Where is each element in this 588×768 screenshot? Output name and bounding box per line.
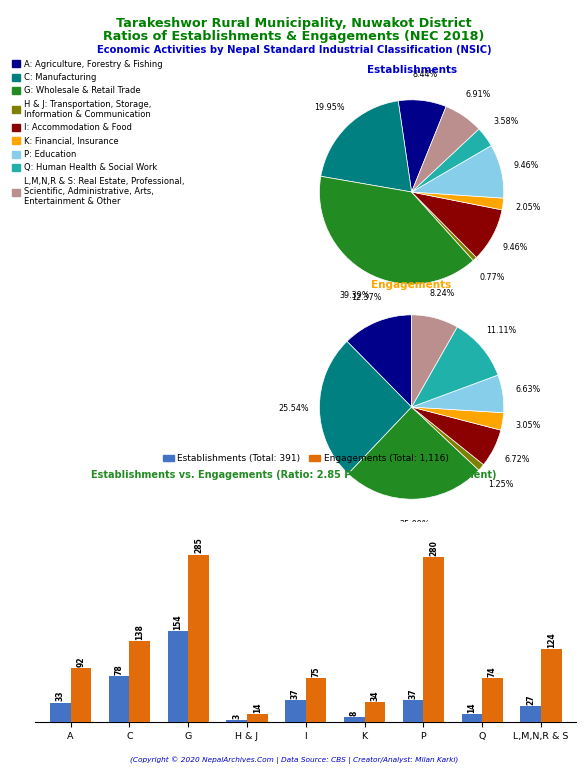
Text: 8: 8 bbox=[350, 710, 359, 716]
Text: 2.05%: 2.05% bbox=[516, 203, 542, 212]
Wedge shape bbox=[412, 129, 491, 192]
Wedge shape bbox=[412, 192, 503, 210]
Text: 75: 75 bbox=[312, 666, 320, 677]
Bar bbox=[423, 558, 444, 722]
Wedge shape bbox=[319, 341, 412, 474]
Wedge shape bbox=[412, 407, 503, 430]
Text: 154: 154 bbox=[173, 614, 182, 631]
Text: 34: 34 bbox=[370, 690, 379, 700]
Wedge shape bbox=[412, 375, 504, 412]
Bar bbox=[285, 700, 306, 722]
Text: 3.58%: 3.58% bbox=[493, 117, 519, 126]
Wedge shape bbox=[347, 315, 412, 407]
Text: 92: 92 bbox=[76, 656, 85, 667]
Text: 285: 285 bbox=[194, 538, 203, 554]
Text: 124: 124 bbox=[547, 632, 556, 648]
Text: 3: 3 bbox=[232, 713, 241, 719]
Text: 14: 14 bbox=[253, 702, 262, 713]
Text: 39.39%: 39.39% bbox=[339, 291, 370, 300]
Wedge shape bbox=[348, 407, 479, 499]
Wedge shape bbox=[412, 315, 457, 407]
Text: 138: 138 bbox=[135, 624, 144, 640]
Text: 74: 74 bbox=[488, 667, 497, 677]
Wedge shape bbox=[412, 146, 504, 198]
Text: 25.09%: 25.09% bbox=[400, 521, 430, 529]
Text: 25.54%: 25.54% bbox=[278, 403, 309, 412]
Text: 19.95%: 19.95% bbox=[314, 103, 345, 112]
Text: 33: 33 bbox=[56, 691, 65, 701]
Bar bbox=[129, 641, 150, 722]
Text: 12.37%: 12.37% bbox=[352, 293, 382, 303]
Wedge shape bbox=[398, 100, 446, 192]
Bar bbox=[462, 713, 482, 722]
Text: 37: 37 bbox=[291, 688, 300, 699]
Bar bbox=[71, 668, 91, 722]
Text: 9.46%: 9.46% bbox=[503, 243, 528, 252]
Bar bbox=[50, 703, 71, 722]
Wedge shape bbox=[412, 327, 498, 407]
Text: 0.77%: 0.77% bbox=[480, 273, 505, 283]
Text: 11.11%: 11.11% bbox=[486, 326, 517, 335]
Legend: Establishments (Total: 391), Engagements (Total: 1,116): Establishments (Total: 391), Engagements… bbox=[159, 451, 452, 467]
Bar bbox=[482, 678, 503, 722]
Bar bbox=[109, 676, 129, 722]
Bar bbox=[403, 700, 423, 722]
Bar bbox=[365, 702, 385, 722]
Bar bbox=[306, 678, 326, 722]
Bar bbox=[541, 649, 562, 722]
Text: 280: 280 bbox=[429, 541, 438, 556]
Wedge shape bbox=[412, 407, 501, 465]
Bar bbox=[344, 717, 365, 722]
Text: Ratios of Establishments & Engagements (NEC 2018): Ratios of Establishments & Engagements (… bbox=[103, 30, 485, 43]
Text: 37: 37 bbox=[409, 688, 417, 699]
Text: 6.63%: 6.63% bbox=[516, 386, 541, 394]
Text: 6.91%: 6.91% bbox=[466, 90, 491, 99]
Legend: A: Agriculture, Forestry & Fishing, C: Manufacturing, G: Wholesale & Retail Trad: A: Agriculture, Forestry & Fishing, C: M… bbox=[10, 58, 186, 208]
Text: (Copyright © 2020 NepalArchives.Com | Data Source: CBS | Creator/Analyst: Milan : (Copyright © 2020 NepalArchives.Com | Da… bbox=[130, 756, 458, 764]
Bar bbox=[188, 554, 209, 722]
Text: 27: 27 bbox=[526, 694, 535, 705]
Wedge shape bbox=[319, 177, 473, 284]
Wedge shape bbox=[412, 407, 483, 470]
Wedge shape bbox=[321, 101, 412, 192]
Text: 8.44%: 8.44% bbox=[413, 71, 438, 79]
Wedge shape bbox=[412, 192, 476, 260]
Text: Establishments vs. Engagements (Ratio: 2.85 Persons per Establishment): Establishments vs. Engagements (Ratio: 2… bbox=[91, 470, 497, 480]
Bar bbox=[520, 706, 541, 722]
Text: 78: 78 bbox=[115, 664, 123, 675]
Bar bbox=[226, 720, 247, 722]
Bar bbox=[168, 631, 188, 722]
Text: 9.46%: 9.46% bbox=[514, 161, 539, 170]
Text: 3.05%: 3.05% bbox=[516, 421, 541, 430]
Wedge shape bbox=[412, 192, 502, 257]
Bar bbox=[247, 713, 268, 722]
Text: Economic Activities by Nepal Standard Industrial Classification (NSIC): Economic Activities by Nepal Standard In… bbox=[96, 45, 492, 55]
Text: 8.24%: 8.24% bbox=[429, 289, 455, 297]
Title: Establishments: Establishments bbox=[366, 65, 457, 74]
Text: 14: 14 bbox=[467, 702, 476, 713]
Wedge shape bbox=[412, 107, 479, 192]
Text: 6.72%: 6.72% bbox=[505, 455, 530, 465]
Text: 1.25%: 1.25% bbox=[488, 480, 513, 489]
Text: Tarakeshwor Rural Municipality, Nuwakot District: Tarakeshwor Rural Municipality, Nuwakot … bbox=[116, 17, 472, 30]
Title: Engagements: Engagements bbox=[372, 280, 452, 290]
